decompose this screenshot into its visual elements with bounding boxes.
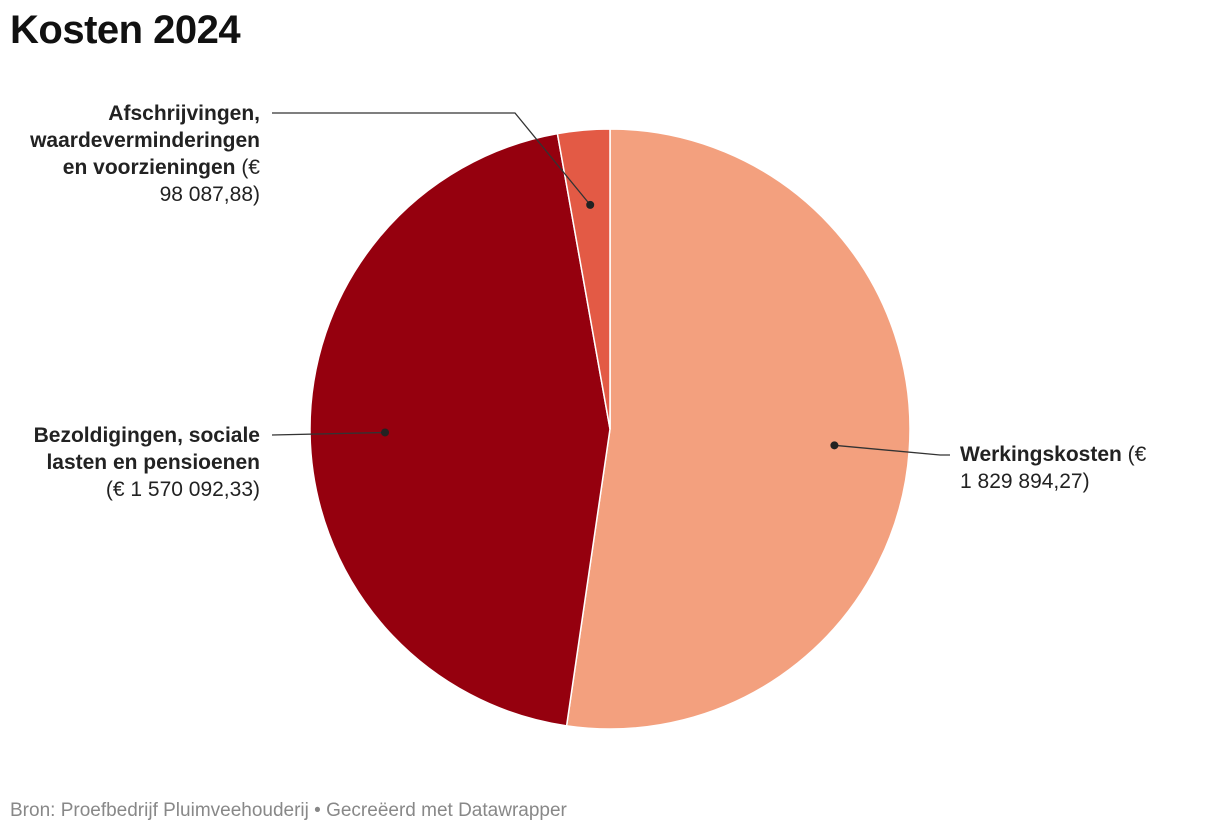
pie-slice-bezoldigingen — [309, 132, 611, 727]
label-afschrijvingen-name-line3: en voorzieningen — [62, 156, 236, 179]
label-bezoldigingen-name-line2: lasten en pensioenen — [46, 451, 260, 474]
pie-slices — [309, 128, 911, 730]
label-afschrijvingen-value-part2: 98 087,88) — [159, 183, 260, 206]
leader-dot-afschrijvingen — [586, 200, 595, 209]
label-afschrijvingen-name-line2: waardeverminderingen — [30, 129, 260, 152]
chart-title: Kosten 2024 — [10, 8, 241, 52]
leader-dot-werkingskosten — [830, 441, 839, 450]
leader-dot-bezoldigingen — [381, 428, 390, 437]
leader-line-afschrijvingen — [272, 112, 591, 206]
label-werkingskosten-value-part2: 1 829 894,27) — [960, 470, 1090, 493]
pie-slice-afschrijvingen — [556, 128, 611, 430]
label-afschrijvingen: Afschrijvingen, waardeverminderingen en … — [0, 100, 260, 208]
label-werkingskosten-value-part1: (€ — [1121, 443, 1147, 466]
leader-lines — [271, 112, 950, 456]
label-bezoldigingen-value: (€ 1 570 092,33) — [105, 478, 260, 501]
pie-slice-werkingskosten — [565, 128, 911, 730]
label-afschrijvingen-name-line1: Afschrijvingen, — [108, 102, 260, 125]
label-werkingskosten-name: Werkingskosten — [960, 443, 1122, 466]
label-werkingskosten: Werkingskosten (€ 1 829 894,27) — [960, 441, 1200, 495]
label-afschrijvingen-value-part1: (€ — [235, 156, 260, 179]
label-bezoldigingen-name-line1: Bezoldigingen, sociale — [33, 424, 260, 447]
leader-line-werkingskosten — [834, 444, 950, 456]
label-bezoldigingen: Bezoldigingen, sociale lasten en pensioe… — [0, 422, 260, 503]
source-footer: Bron: Proefbedrijf Pluimveehouderij • Ge… — [10, 800, 567, 821]
leader-line-bezoldigingen — [271, 431, 386, 436]
